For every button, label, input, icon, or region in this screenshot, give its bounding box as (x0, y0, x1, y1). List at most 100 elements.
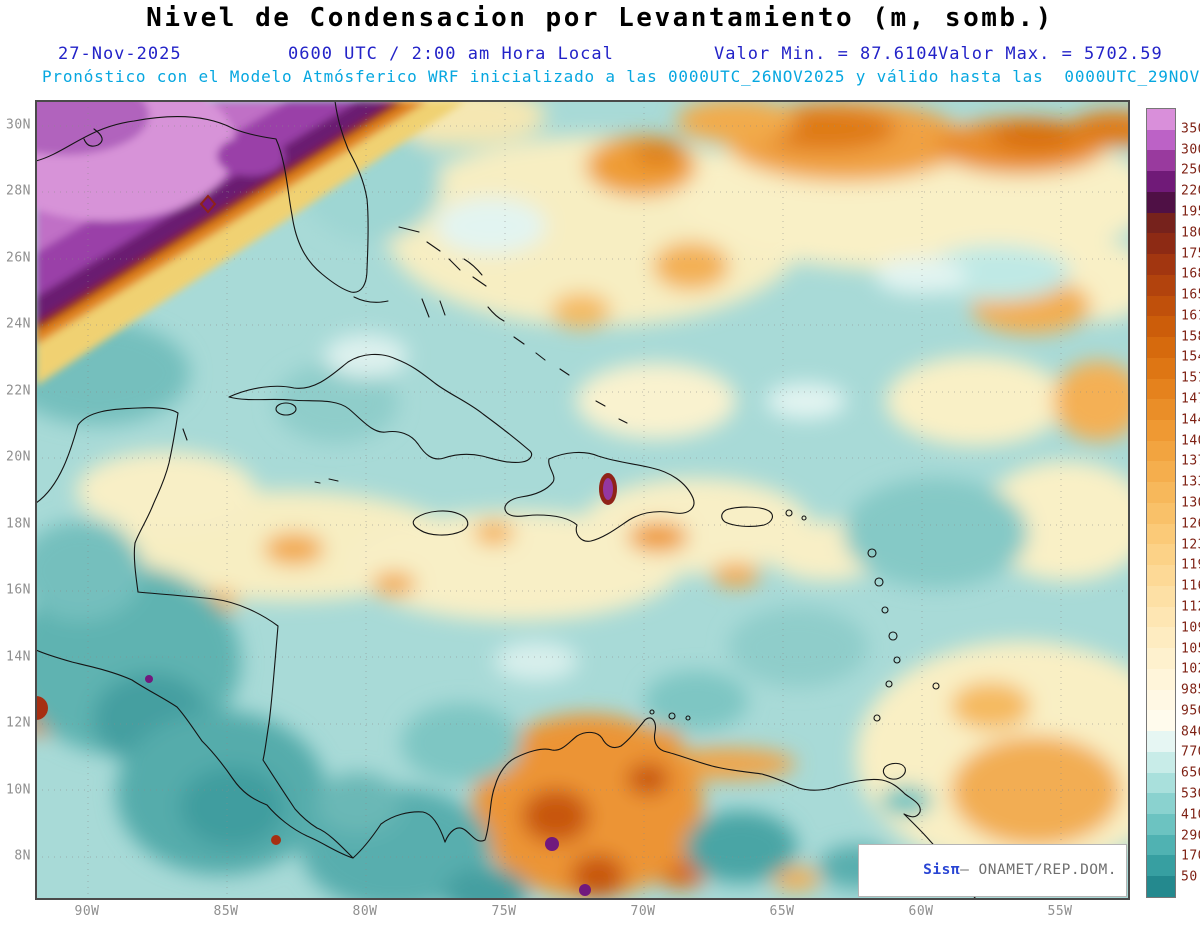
colorbar-tick-label: 1265 (1181, 516, 1200, 532)
colorbar-tick-label: 1580 (1181, 329, 1200, 345)
colorbar (1146, 108, 1176, 898)
lat-label: 18N (6, 516, 31, 532)
colorbar-segment (1147, 502, 1175, 524)
colorbar-tick-label: 1055 (1181, 641, 1200, 657)
colorbar-segment (1147, 191, 1175, 213)
gulf-high-lcl-region (36, 101, 466, 386)
colorbar-segment (1147, 731, 1175, 752)
colorbar-segment (1147, 461, 1175, 483)
valid-time: 0600 UTC / 2:00 am Hora Local (288, 44, 614, 64)
value-min: Valor Min. = 87.6104 (714, 44, 939, 64)
credit-badge: Sisπ— ONAMET/REP.DOM. (857, 844, 1127, 897)
colorbar-segment (1147, 585, 1175, 607)
map-canvas: Sisπ— ONAMET/REP.DOM. (35, 100, 1130, 900)
map-frame (36, 101, 1129, 899)
colorbar-segment (1147, 274, 1175, 296)
colorbar-segment (1147, 482, 1175, 503)
colorbar-segment (1147, 378, 1175, 400)
colorbar-tick-label: 1195 (1181, 557, 1200, 573)
colorbar-segment (1147, 254, 1175, 275)
colorbar-segment (1147, 357, 1175, 379)
colorbar-segment (1147, 440, 1175, 462)
colorbar-segment (1147, 772, 1175, 794)
colorbar-segment (1147, 668, 1175, 690)
colorbar-segment (1147, 648, 1175, 669)
lat-label: 30N (6, 117, 31, 133)
lat-label: 22N (6, 383, 31, 399)
extreme-value-spots (36, 194, 617, 896)
colorbar-tick-label: 1650 (1181, 287, 1200, 303)
value-max: Valor Max. = 5702.59 (938, 44, 1163, 64)
colorbar-segment (1147, 565, 1175, 586)
colorbar-tick-label: 1475 (1181, 391, 1200, 407)
colorbar-tick-label: 1020 (1181, 661, 1200, 677)
lat-label: 24N (6, 316, 31, 332)
map-svg (36, 101, 1129, 899)
colorbar-tick-label: 770 (1181, 744, 1200, 760)
lat-label: 10N (6, 782, 31, 797)
lat-label: 8N (14, 848, 31, 864)
colorbar-segment (1147, 295, 1175, 317)
colorbar-tick-label: 1405 (1181, 433, 1200, 449)
colorbar-segment (1147, 627, 1175, 649)
colorbar-tick-label: 50 (1181, 869, 1198, 885)
colorbar-tick-label: 1090 (1181, 620, 1200, 636)
colorbar-tick-label: 2200 (1181, 183, 1200, 199)
colorbar-segment (1147, 544, 1175, 566)
lon-label: 65W (769, 904, 795, 919)
lon-label: 90W (74, 904, 100, 919)
colorbar-tick-label: 1800 (1181, 225, 1200, 241)
colorbar-segment (1147, 834, 1175, 856)
lon-label: 70W (630, 904, 656, 919)
credit-app-name: Sisπ (923, 862, 961, 878)
colorbar-segment (1147, 710, 1175, 732)
page-title: Nivel de Condensacion por Levantamiento … (146, 3, 1054, 33)
colorbar-tick-label: 1545 (1181, 349, 1200, 365)
colorbar-tick-label: 530 (1181, 786, 1200, 802)
lat-label: 20N (6, 449, 31, 465)
colorbar-segment (1147, 150, 1175, 172)
colorbar-tick-label: 410 (1181, 807, 1200, 823)
colorbar-tick-label: 3500 (1181, 121, 1200, 137)
colorbar-segment (1147, 420, 1175, 441)
colorbar-segment (1147, 876, 1175, 897)
colorbar-segment (1147, 171, 1175, 192)
coastlines (36, 101, 977, 899)
colorbar-segment (1147, 523, 1175, 545)
colorbar-segment (1147, 813, 1175, 835)
colorbar-tick-label: 650 (1181, 765, 1200, 781)
colorbar-tick-label: 2500 (1181, 162, 1200, 178)
colorbar-tick-label: 950 (1181, 703, 1200, 719)
colorbar-segment (1147, 109, 1175, 130)
colorbar-segment (1147, 337, 1175, 358)
colorbar-segment (1147, 855, 1175, 877)
colorbar-tick-label: 840 (1181, 724, 1200, 740)
contour-field (36, 101, 1129, 899)
colorbar-segment (1147, 233, 1175, 255)
colorbar-segment (1147, 751, 1175, 773)
lat-label: 16N (6, 582, 31, 598)
colorbar-tick-label: 3000 (1181, 142, 1200, 158)
colorbar-tick-label: 1950 (1181, 204, 1200, 220)
lon-label: 60W (908, 904, 934, 919)
colorbar-tick-label: 1230 (1181, 537, 1200, 553)
colorbar-tick-label: 1125 (1181, 599, 1200, 615)
lat-label: 12N (6, 715, 31, 731)
colorbar-segment (1147, 316, 1175, 338)
colorbar-tick-label: 1160 (1181, 578, 1200, 594)
lat-label: 14N (6, 649, 31, 665)
colorbar-segment (1147, 606, 1175, 628)
colorbar-tick-label: 170 (1181, 848, 1200, 864)
credit-org-name: — ONAMET/REP.DOM. (960, 862, 1117, 878)
colorbar-tick-label: 290 (1181, 828, 1200, 844)
lat-label: 28N (6, 183, 31, 199)
colorbar-segment (1147, 129, 1175, 151)
valid-date: 27-Nov-2025 (58, 44, 182, 64)
colorbar-tick-label: 1335 (1181, 474, 1200, 490)
colorbar-tick-label: 1300 (1181, 495, 1200, 511)
colorbar-tick-label: 985 (1181, 682, 1200, 698)
lon-label: 80W (352, 904, 378, 919)
